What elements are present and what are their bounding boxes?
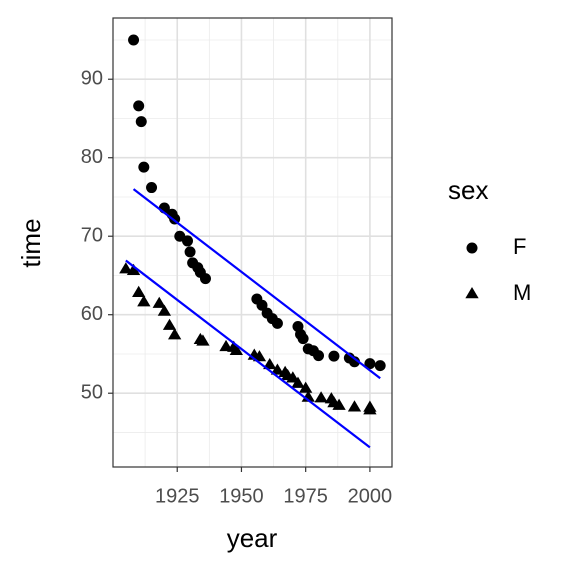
circle-point bbox=[313, 350, 325, 362]
legend-title: sex bbox=[448, 175, 488, 205]
circle-point bbox=[256, 299, 268, 311]
y-tick-label: 50 bbox=[81, 381, 103, 403]
triangle-point bbox=[168, 328, 182, 340]
trend-line bbox=[132, 188, 381, 380]
circle-point bbox=[271, 317, 283, 329]
y-axis-title: time bbox=[16, 218, 46, 267]
circle-point bbox=[374, 360, 386, 372]
x-tick-label: 1975 bbox=[283, 485, 328, 507]
triangle-point bbox=[299, 381, 313, 393]
circle-point bbox=[128, 34, 140, 46]
circle-point bbox=[199, 273, 211, 285]
triangle-point bbox=[152, 296, 166, 308]
circle-point bbox=[364, 358, 376, 370]
circle-point bbox=[184, 246, 196, 258]
triangle-point bbox=[363, 403, 377, 415]
x-tick-label: 2000 bbox=[348, 485, 393, 507]
y-tick-label: 80 bbox=[81, 146, 103, 168]
y-tick-label: 60 bbox=[81, 303, 103, 325]
triangle-point bbox=[314, 391, 328, 403]
y-tick-label: 70 bbox=[81, 225, 103, 247]
triangle-point bbox=[132, 285, 146, 297]
circle-point bbox=[297, 333, 309, 345]
triangle-point bbox=[229, 343, 243, 356]
y-tick-label: 90 bbox=[81, 68, 103, 90]
x-tick-label: 1925 bbox=[155, 485, 200, 507]
triangle-point bbox=[252, 350, 267, 362]
circle-point bbox=[348, 356, 360, 368]
legend-key bbox=[465, 287, 479, 299]
circle-point bbox=[328, 350, 340, 362]
legend-label: M bbox=[513, 280, 531, 305]
circle-point bbox=[146, 182, 158, 194]
circle-point bbox=[133, 100, 145, 112]
triangle-point bbox=[291, 376, 305, 388]
trend-line bbox=[125, 259, 371, 449]
legend-label: F bbox=[513, 234, 526, 259]
triangle-point bbox=[270, 363, 285, 375]
legend-key bbox=[466, 242, 478, 254]
triangle-point bbox=[332, 398, 346, 410]
circle-point bbox=[135, 116, 147, 128]
triangle-point bbox=[137, 295, 151, 307]
circle-point bbox=[182, 235, 194, 247]
circle-point bbox=[138, 161, 150, 173]
triangle-point bbox=[126, 263, 141, 275]
x-axis-title: year bbox=[227, 523, 278, 553]
triangle-point bbox=[263, 357, 277, 370]
triangle-point bbox=[196, 334, 210, 346]
triangle-point bbox=[162, 318, 177, 330]
triangle-point bbox=[347, 400, 362, 412]
x-tick-label: 1950 bbox=[219, 485, 264, 507]
panel-border bbox=[112, 17, 393, 468]
triangle-point bbox=[119, 262, 133, 274]
triangle-point bbox=[157, 304, 172, 316]
